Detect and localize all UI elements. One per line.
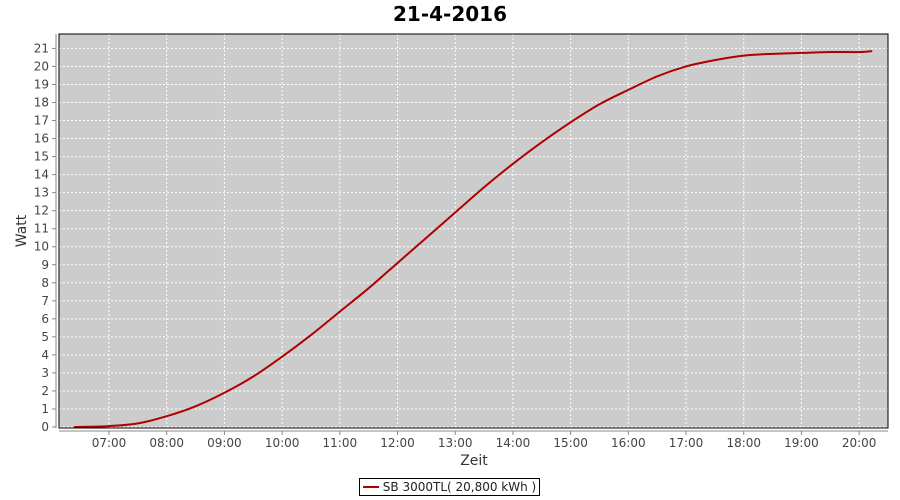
x-tick-label: 09:00 <box>207 436 242 450</box>
x-tick-label: 16:00 <box>611 436 646 450</box>
y-tick-label: 17 <box>34 114 49 128</box>
y-tick-label: 7 <box>41 294 49 308</box>
legend-swatch <box>362 486 379 488</box>
y-tick-label: 13 <box>34 186 49 200</box>
data-point <box>454 211 457 214</box>
x-tick-label: 10:00 <box>265 436 300 450</box>
data-point <box>339 310 341 313</box>
y-axis-label: Watt <box>14 214 30 247</box>
y-tick-label: 4 <box>41 348 49 362</box>
x-tick-label: 13:00 <box>438 436 473 450</box>
grid-lines <box>59 34 888 428</box>
data-point <box>598 103 601 106</box>
data-point <box>73 426 76 428</box>
y-tick-label: 5 <box>41 330 49 344</box>
data-point <box>569 121 572 124</box>
data-point <box>771 53 774 55</box>
data-point <box>367 287 370 289</box>
data-point <box>742 54 745 57</box>
y-tick-label: 19 <box>34 77 49 91</box>
y-tick-label: 6 <box>41 312 49 326</box>
data-point <box>108 425 110 427</box>
legend: SB 3000TL( 20,800 kWh ) <box>359 478 540 496</box>
data-point <box>425 236 428 239</box>
series-layer <box>73 50 873 428</box>
y-tick-label: 8 <box>41 276 49 290</box>
y-tick-label: 21 <box>34 41 49 55</box>
x-tick-label: 14:00 <box>496 436 531 450</box>
data-point <box>512 162 514 165</box>
data-point <box>483 186 485 189</box>
y-tick-label: 16 <box>34 132 49 146</box>
data-point <box>165 415 168 417</box>
x-axis: 07:00 08:00 09:00 10:00 11:00 12:00 13:00 14:00… <box>92 431 877 450</box>
data-point <box>858 51 860 53</box>
data-point <box>396 262 399 264</box>
y-tick-label: 20 <box>34 59 49 73</box>
y-tick-label: 9 <box>41 258 49 272</box>
x-tick-label: 12:00 <box>380 436 415 450</box>
data-point <box>540 141 543 143</box>
data-point <box>310 334 312 336</box>
data-point <box>223 391 226 394</box>
data-point <box>627 89 630 91</box>
y-tick-label: 12 <box>34 204 49 218</box>
x-axis-label: Zeit <box>460 453 488 469</box>
y-tick-label: 3 <box>41 366 49 380</box>
data-point <box>829 51 832 53</box>
x-tick-label: 19:00 <box>784 436 819 450</box>
data-point <box>252 375 255 378</box>
x-tick-label: 18:00 <box>726 436 761 450</box>
y-tick-label: 1 <box>41 402 49 416</box>
x-tick-label: 17:00 <box>669 436 704 450</box>
data-point <box>870 50 873 52</box>
plot-border <box>58 33 889 429</box>
data-point <box>281 355 283 358</box>
y-tick-label: 14 <box>34 168 49 182</box>
data-point <box>685 65 687 68</box>
plot-area <box>59 34 888 428</box>
data-point <box>194 405 197 408</box>
x-tick-label: 20:00 <box>842 436 877 450</box>
y-tick-label: 11 <box>34 222 49 236</box>
data-point <box>714 59 716 61</box>
x-tick-label: 15:00 <box>553 436 588 450</box>
x-tick-label: 11:00 <box>323 436 358 450</box>
y-tick-label: 18 <box>34 96 49 110</box>
y-tick-label: 15 <box>34 150 49 164</box>
y-tick-label: 2 <box>41 384 49 398</box>
data-point <box>656 75 658 78</box>
legend-label: SB 3000TL( 20,800 kWh ) <box>382 480 537 494</box>
y-tick-label: 10 <box>34 240 49 254</box>
x-tick-label: 07:00 <box>92 436 127 450</box>
x-tick-label: 08:00 <box>149 436 184 450</box>
data-point <box>137 422 139 425</box>
y-tick-label: 0 <box>41 420 49 434</box>
chart-title: 21-4-2016 <box>392 2 507 26</box>
data-point <box>800 52 803 54</box>
